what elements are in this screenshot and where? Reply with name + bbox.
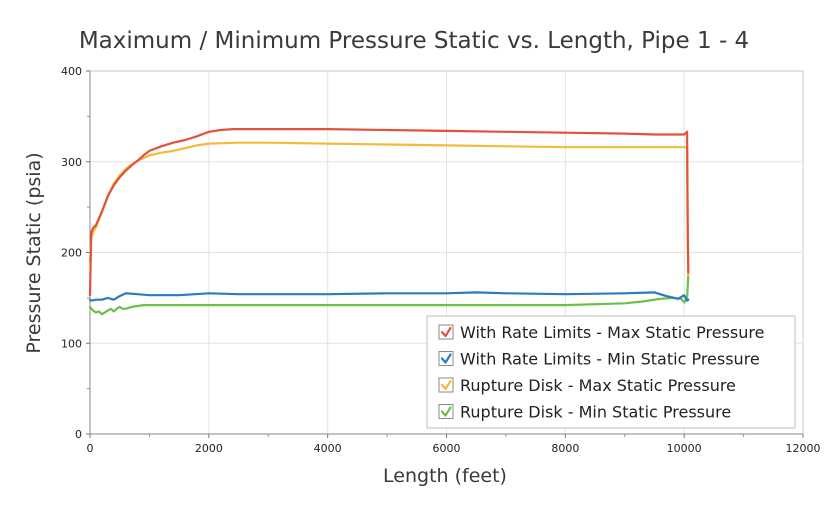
series-line <box>88 274 690 316</box>
y-tick-label: 400 <box>61 65 82 78</box>
legend-item[interactable]: Rupture Disk - Max Static Pressure <box>438 376 736 395</box>
y-tick-label: 300 <box>61 156 82 169</box>
x-tick-label: 12000 <box>786 442 821 455</box>
check-icon <box>440 326 452 338</box>
check-icon <box>440 379 452 391</box>
series-group <box>88 128 690 316</box>
x-tick-label: 4000 <box>314 442 342 455</box>
x-tick-label: 2000 <box>195 442 223 455</box>
y-tick-label: 100 <box>61 337 82 350</box>
y-tick-label: 200 <box>61 247 82 260</box>
legend-label: With Rate Limits - Max Static Pressure <box>460 323 764 342</box>
check-icon <box>440 406 452 417</box>
check-icon <box>440 353 452 364</box>
series-line <box>88 128 690 297</box>
x-axis-label: Length (feet) <box>383 465 507 487</box>
legend-box <box>426 315 796 429</box>
legend-item[interactable]: With Rate Limits - Max Static Pressure <box>438 323 764 342</box>
legend-label: Rupture Disk - Max Static Pressure <box>460 376 736 395</box>
x-tick-label: 8000 <box>551 442 579 455</box>
y-tick-label: 0 <box>75 428 82 441</box>
axes: 0 2000 4000 6000 8000 10000 12000 0 100 200 300 400 <box>61 65 821 455</box>
legend-label: Rupture Disk - Min Static Pressure <box>460 403 731 422</box>
legend-item[interactable]: With Rate Limits - Min Static Pressure <box>438 350 760 369</box>
y-axis-label: Pressure Static (psia) <box>23 152 45 353</box>
legend-item[interactable]: Rupture Disk - Min Static Pressure <box>438 403 731 422</box>
x-tick-label: 10000 <box>667 442 702 455</box>
legend: With Rate Limits - Max Static Pressure Wi… <box>426 315 796 429</box>
x-tick-label: 0 <box>87 442 94 455</box>
legend-label: With Rate Limits - Min Static Pressure <box>460 350 760 369</box>
chart-title: Maximum / Minimum Pressure Static vs. Le… <box>79 28 749 54</box>
series-line <box>88 291 690 302</box>
x-tick-label: 6000 <box>433 442 461 455</box>
